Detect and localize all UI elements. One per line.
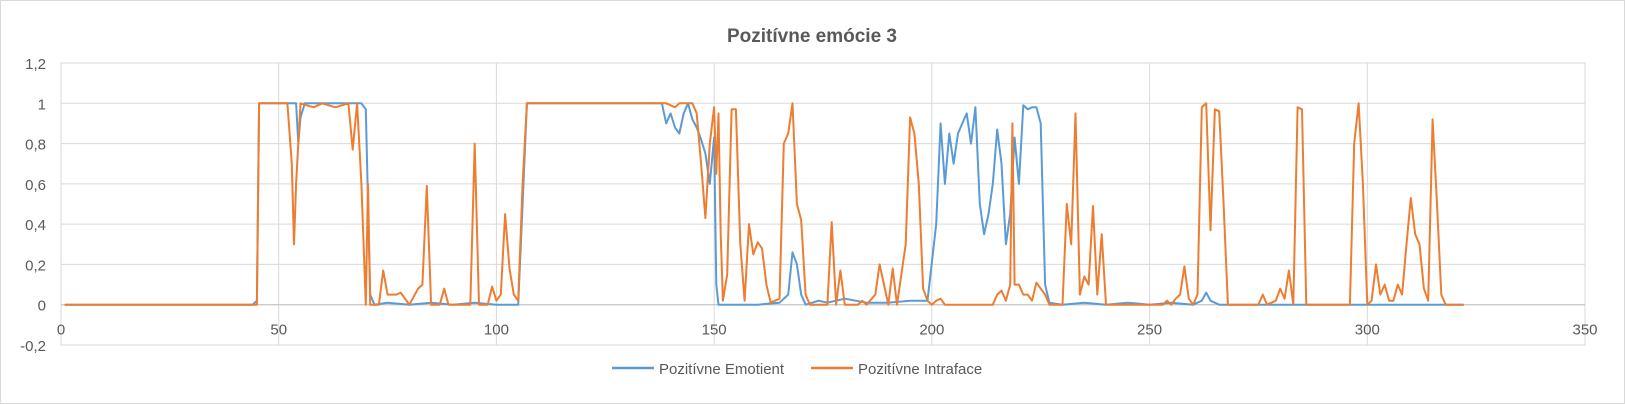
legend: Pozitívne Emotient Pozitívne Intraface: [612, 361, 982, 378]
legend-label: Pozitívne Intraface: [858, 361, 982, 378]
y-tick-label: 0: [38, 298, 46, 315]
x-tick-label: 100: [484, 322, 509, 339]
x-tick-label: 300: [1355, 322, 1380, 339]
x-tick-label: 200: [919, 322, 944, 339]
x-tick-label: 150: [702, 322, 727, 339]
x-tick-label: 250: [1137, 322, 1162, 339]
y-tick-label: 0,6: [25, 177, 46, 194]
legend-label: Pozitívne Emotient: [659, 361, 785, 378]
y-tick-label: 0,4: [25, 217, 46, 234]
series-line-2: [64, 102, 1465, 306]
x-tick-label: 350: [1572, 322, 1597, 339]
y-tick-label: 0,8: [25, 137, 46, 154]
series-lines: [64, 102, 1465, 306]
axes: -0,2 0 0,2 0,4 0,6 0,8 1 1,2 0 50 100 150 200 250 300 3…: [20, 56, 1597, 355]
x-tick-label: 50: [270, 322, 287, 339]
y-tick-label: 1,2: [25, 56, 46, 73]
y-tick-label: 1: [38, 96, 46, 113]
y-tick-label: 0,2: [25, 257, 46, 274]
chart-title: Pozitívne emócie 3: [727, 26, 897, 47]
y-tick-label: -0,2: [20, 338, 46, 355]
x-tick-label: 0: [57, 322, 65, 339]
